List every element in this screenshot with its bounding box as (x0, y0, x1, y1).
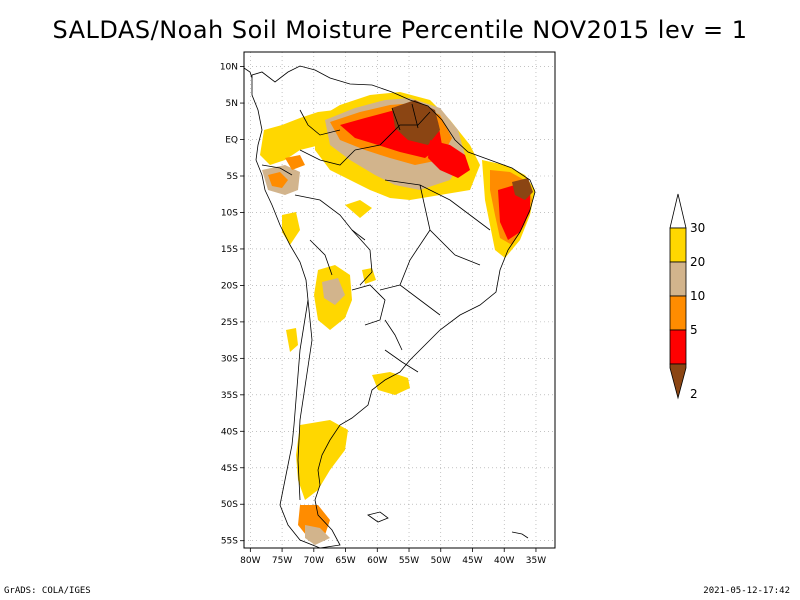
shade-amapa-red (428, 140, 470, 178)
border-argentina-brazil (384, 319, 403, 351)
lat-tick-label: EQ (225, 136, 238, 146)
legend-swatch (669, 329, 687, 365)
shade-guiana-brown (392, 100, 440, 145)
border-peru-bolivia (309, 239, 333, 276)
lon-tick-label: 50W (431, 556, 451, 566)
lon-tick-label: 70W (304, 556, 324, 566)
legend-swatch (669, 227, 687, 263)
lon-tick-label: 60W (367, 556, 387, 566)
shade-bolivia-tan (322, 278, 345, 305)
shade-ne-brazil-brown (512, 178, 533, 200)
lat-tick-label: 45S (221, 464, 238, 474)
border-brazil-north (354, 111, 431, 151)
legend-label: 5 (690, 323, 698, 337)
lat-tick-label: 15S (221, 245, 238, 255)
shade-ne-brazil-red (498, 185, 530, 240)
lon-tick-label: 40W (494, 556, 514, 566)
lat-tick-label: 5S (227, 172, 239, 182)
border-colombia-brazil (299, 149, 356, 166)
lon-tick-label: 45W (462, 556, 482, 566)
central-america (244, 67, 253, 79)
shade-mato-grosso-scatter (345, 200, 372, 218)
lat-tick-label: 30S (221, 354, 238, 364)
shade-andes-scatter (282, 212, 300, 245)
shade-uruguay-yellow (372, 372, 410, 395)
shade-patagonia-yellow (296, 420, 348, 500)
falklands (367, 511, 389, 523)
legend-swatch (669, 363, 687, 400)
legend-swatch (669, 295, 687, 331)
color-legend: 30 20 10 5 2 (669, 193, 705, 401)
shade-parana-scatter (362, 268, 376, 284)
shade-colombia-orange (285, 155, 305, 170)
border-argentina-chile (297, 299, 313, 501)
border-guianas (391, 103, 419, 131)
shade-chile-scatter (286, 328, 298, 352)
map-title: SALDAS/Noah Soil Moisture Percentile NOV… (52, 16, 748, 44)
legend-label: 2 (690, 387, 698, 401)
lon-tick-label: 65W (335, 556, 355, 566)
lat-tick-label: 50S (221, 500, 238, 510)
legend-swatch (669, 261, 687, 297)
footer-timestamp: 2021-05-12-17:42 (703, 586, 790, 596)
legend-label: 10 (690, 289, 705, 303)
lat-tick-label: 55S (221, 537, 238, 547)
coastlines-borders (244, 65, 536, 548)
percentile-shading (260, 92, 535, 545)
south-georgia (511, 531, 529, 539)
legend-top-triangle (669, 193, 687, 229)
south-america-coastline (251, 65, 536, 548)
lat-tick-label: 35S (221, 391, 238, 401)
border-peru-brazil (294, 194, 366, 241)
map-frame (243, 51, 556, 549)
lat-tick-label: 10N (220, 63, 238, 73)
footer-credit: GrADS: COLA/IGES (4, 586, 91, 596)
lat-tick-label: 5N (226, 99, 238, 109)
border-paraguay (351, 284, 386, 326)
shade-peru-orange (268, 172, 288, 188)
shade-tierra-fuego-tan (305, 525, 330, 545)
border-bolivia-brazil (351, 229, 373, 286)
lon-tick-label: 35W (526, 556, 546, 566)
longitude-labels: 80W 75W 70W 65W 60W 55W 50W 45W 40W 35W (240, 548, 546, 566)
border-ecuador (261, 164, 293, 176)
border-uruguay (384, 349, 419, 373)
border-brazil-states (379, 179, 491, 316)
lon-tick-label: 80W (240, 556, 260, 566)
lat-tick-label: 10S (221, 208, 238, 218)
lat-tick-label: 25S (221, 318, 238, 328)
legend-label: 20 (690, 255, 705, 269)
lat-tick-label: 40S (221, 427, 238, 437)
border-colombia-venezuela (299, 109, 341, 136)
legend-label: 30 (690, 221, 705, 235)
lat-tick-label: 20S (221, 281, 238, 291)
latitude-labels: 10N 5N EQ 5S 10S 15S 20S 25S 30S 35S 40S 45S 50S 55S (220, 63, 244, 547)
lon-tick-label: 55W (399, 556, 419, 566)
lon-tick-label: 75W (272, 556, 292, 566)
